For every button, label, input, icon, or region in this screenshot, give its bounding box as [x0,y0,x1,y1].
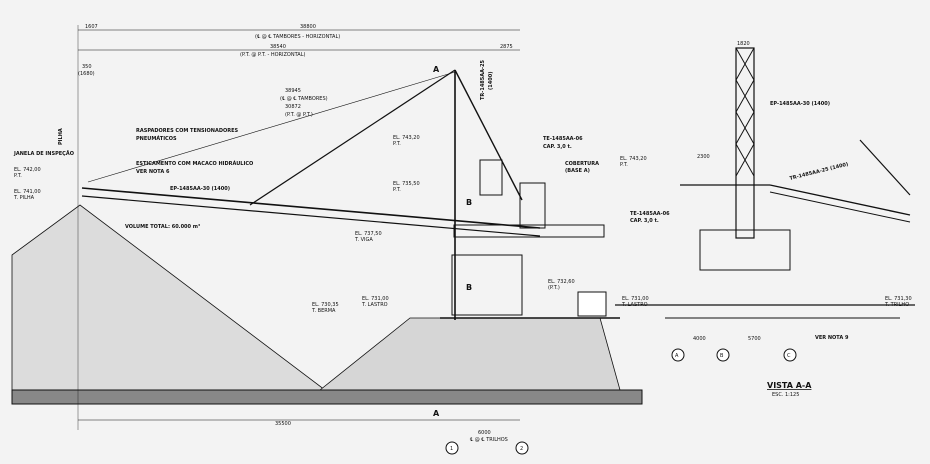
svg-text:A: A [675,353,679,359]
svg-text:EL. 730,35: EL. 730,35 [312,302,339,308]
boom-bottom-chord [81,195,541,237]
svg-text:T. BERMA: T. BERMA [311,308,336,314]
svg-text:2: 2 [520,446,523,452]
section-mark-a-top: A [433,65,440,74]
label-cap: CAP. 3,0 t. [543,144,572,150]
dim-bottom-total: 35500 [275,421,291,427]
axis-b: B [716,348,730,362]
section-mark-b-top: B [466,198,472,207]
section-mark-b-bottom: B [466,283,472,292]
stockpile-left [11,204,327,391]
dim-30872: 30872 [285,104,301,110]
elev-view-2: EL. 731,00 [622,296,649,302]
label-raspadores2: PNEUMÁTICOS [136,135,177,142]
svg-text:P.T.: P.T. [14,173,22,179]
label-volume: VOLUME TOTAL: 60.000 m³ [125,224,200,230]
label-tr-view: TR-1485AA-25 (1400) [789,162,849,182]
label-raspadores: RASPADORES COM TENSIONADORES [136,128,238,134]
view-title: VISTA A-A [767,381,812,390]
label-estic: ESTICAMENTO COM MACACO HIDRÁULICO [136,160,253,167]
dim-left-small: 1607 [85,24,98,30]
svg-text:EL. 735,50: EL. 735,50 [393,181,420,187]
axis-c: C [783,348,797,362]
svg-text:EL. 737,50: EL. 737,50 [355,231,382,237]
dim-350: 350 [82,64,92,70]
axis-a: A [671,348,685,362]
elev-view-2s: T. LASTRO [621,302,648,308]
dim-view-4000: 4000 [693,336,706,342]
dim-view-2300: 2300 [697,154,710,160]
svg-text:EL. 732,60: EL. 732,60 [548,279,575,285]
svg-text:EL. 731,00: EL. 731,00 [362,296,389,302]
ground-hatch [11,389,643,405]
label-ep-view: EP-1485AA-30 (1400) [770,101,830,107]
view-aa [615,47,915,319]
elevation-tags: EL. 742,00P.T. EL. 741,00T. PILHA EL. 74… [13,135,575,314]
label-te-view: TE-1485AA-06 [630,211,670,217]
label-ep-main: EP-1485AA-30 (1400) [170,186,230,192]
svg-text:T. PILHA: T. PILHA [13,195,35,201]
label-te-tag: TE-1485AA-06 [543,136,583,142]
caption-trilhos: ℄ @ ℄ TRILHOS [470,437,508,443]
section-mark-a-bottom: A [433,409,440,418]
label-ver-nota-6: VER NOTA 6 [136,169,170,175]
truck [577,291,607,317]
svg-text:T. LASTRO: T. LASTRO [361,302,388,308]
label-pilha: PILHA [58,128,64,145]
svg-text:B: B [720,353,724,359]
caption-tamb-horizontal: (℄ @ ℄ TAMBORES - HORIZONTAL) [255,34,340,40]
label-cap-view: CAP. 3,0 t. [630,218,659,224]
axis-1: 1 [445,441,459,455]
elev-view-3: EL. 731,30 [885,296,912,302]
label-tr-vertical: TR-1485AA-25 [480,59,486,100]
label-janela: JANELA DE INSPEÇÃO [13,150,74,157]
svg-text:(P.T.): (P.T.) [548,285,560,291]
dim-350b: (1680) [78,71,95,77]
label-tr-vertical2: (1400) [488,72,494,91]
caption-tamb-short: (℄ @ ℄ TAMBORES) [280,96,328,102]
elev-view-1: EL. 743,20 [620,156,647,162]
label-cobertura: COBERTURA [565,161,599,167]
dim-pt-horizontal: 38540 [270,44,286,50]
elev-view-1s: P.T. [620,162,628,168]
elev-view-3s: T. TRILHO [884,302,909,308]
svg-text:EL. 742,00: EL. 742,00 [14,167,41,173]
svg-text:C: C [787,353,791,359]
dim-right-small: 2875 [500,44,513,50]
svg-text:P.T.: P.T. [393,187,401,193]
svg-text:EL. 741,00: EL. 741,00 [14,189,41,195]
svg-text:T. VIGA: T. VIGA [354,237,373,243]
view-scale: ESC. 1:125 [772,392,799,398]
svg-text:1: 1 [450,446,453,452]
dim-6000: 6000 [478,430,491,436]
caption-pt-horizontal: (P.T. @ P.T. - HORIZONTAL) [240,52,305,58]
boom-top-chord [81,187,541,229]
stockpile-right [318,317,621,391]
tower-structure [87,69,620,320]
label-ver-nota-9: VER NOTA 9 [815,335,849,341]
dim-view-5700: 5700 [748,336,761,342]
axis-2: 2 [515,441,529,455]
label-cobertura2: (BASE A) [565,168,590,174]
svg-text:EL. 743,20: EL. 743,20 [393,135,420,141]
dim-38945: 38945 [285,88,301,94]
dim-view-top: 1820 [737,41,750,47]
caption-pt-short: (P.T. @ P.T.) [285,112,313,118]
svg-text:P.T.: P.T. [393,141,401,147]
dim-total-top: 38800 [300,24,316,30]
